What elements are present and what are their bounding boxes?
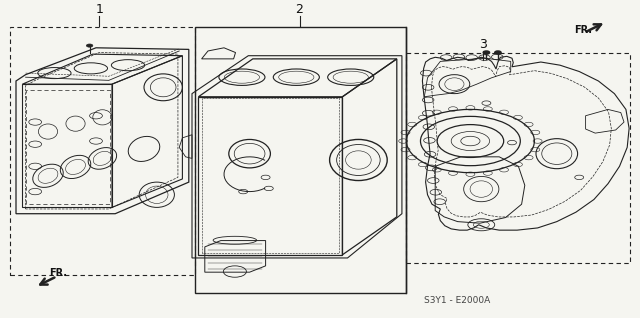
Bar xyxy=(406,52,630,263)
Bar xyxy=(195,27,406,293)
Text: 2: 2 xyxy=(296,3,303,16)
Circle shape xyxy=(495,51,501,54)
Circle shape xyxy=(483,51,490,54)
Text: FR.: FR. xyxy=(574,25,592,35)
Circle shape xyxy=(86,44,93,47)
Text: S3Y1 - E2000A: S3Y1 - E2000A xyxy=(424,296,491,305)
Text: 3: 3 xyxy=(479,38,487,51)
Text: 1: 1 xyxy=(95,3,103,16)
Bar xyxy=(10,27,195,275)
Text: FR.: FR. xyxy=(49,268,67,278)
